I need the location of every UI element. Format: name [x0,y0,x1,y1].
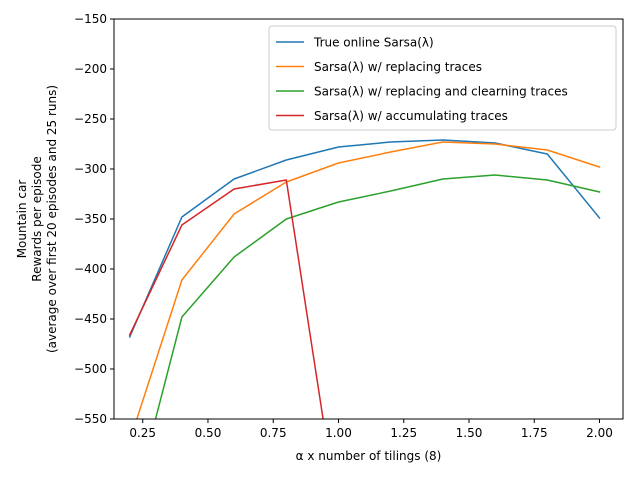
y-tick-label: −300 [74,162,107,176]
y-tick-label: −250 [74,112,107,126]
y-axis-label-line-1: Mountain car [15,180,29,259]
legend-frame [268,25,617,131]
x-tick-label: 1.50 [456,426,483,440]
series-line-3 [154,174,601,419]
x-axis-label: α x number of tilings (8) [296,449,442,463]
series-line-2 [136,141,601,419]
y-axis-label-line-3: (average over first 20 episodes and 25 r… [45,85,59,353]
y-tick-label: −550 [74,412,107,426]
y-tick-label: −200 [74,62,107,76]
legend: True online Sarsa(λ) Sarsa(λ) w/ replacin… [268,25,617,131]
x-tick-label: 0.75 [260,426,287,440]
y-tick-label: −400 [74,262,107,276]
x-tick-label: 1.00 [325,426,352,440]
series-layer [128,139,601,419]
series-line-4 [128,179,324,419]
legend-label-3: Sarsa(λ) w/ replacing and clearning trac… [314,85,568,99]
y-tick-label: −350 [74,212,107,226]
x-axis: 0.25 0.50 0.75 1.00 1.25 1.50 1.75 2.00 [129,419,613,440]
legend-label-2: Sarsa(λ) w/ replacing traces [314,60,482,74]
legend-label-1: True online Sarsa(λ) [313,36,434,50]
series-line-1 [128,139,601,338]
x-tick-label: 2.00 [586,426,613,440]
plot-frame [113,18,624,420]
y-axis-label-line-2: Rewards per episode [30,156,44,281]
legend-label-4: Sarsa(λ) w/ accumulating traces [314,109,508,123]
x-tick-label: 1.25 [390,426,417,440]
y-tick-label: −150 [74,12,107,26]
y-tick-label: −500 [74,362,107,376]
x-tick-label: 1.75 [521,426,548,440]
x-tick-label: 0.50 [195,426,222,440]
y-tick-label: −450 [74,312,107,326]
y-axis: −550 −500 −450 −400 −350 −300 −250 −200 −150 [74,12,114,426]
x-tick-label: 0.25 [129,426,156,440]
y-axis-label: Mountain car Rewards per episode (averag… [15,85,59,353]
